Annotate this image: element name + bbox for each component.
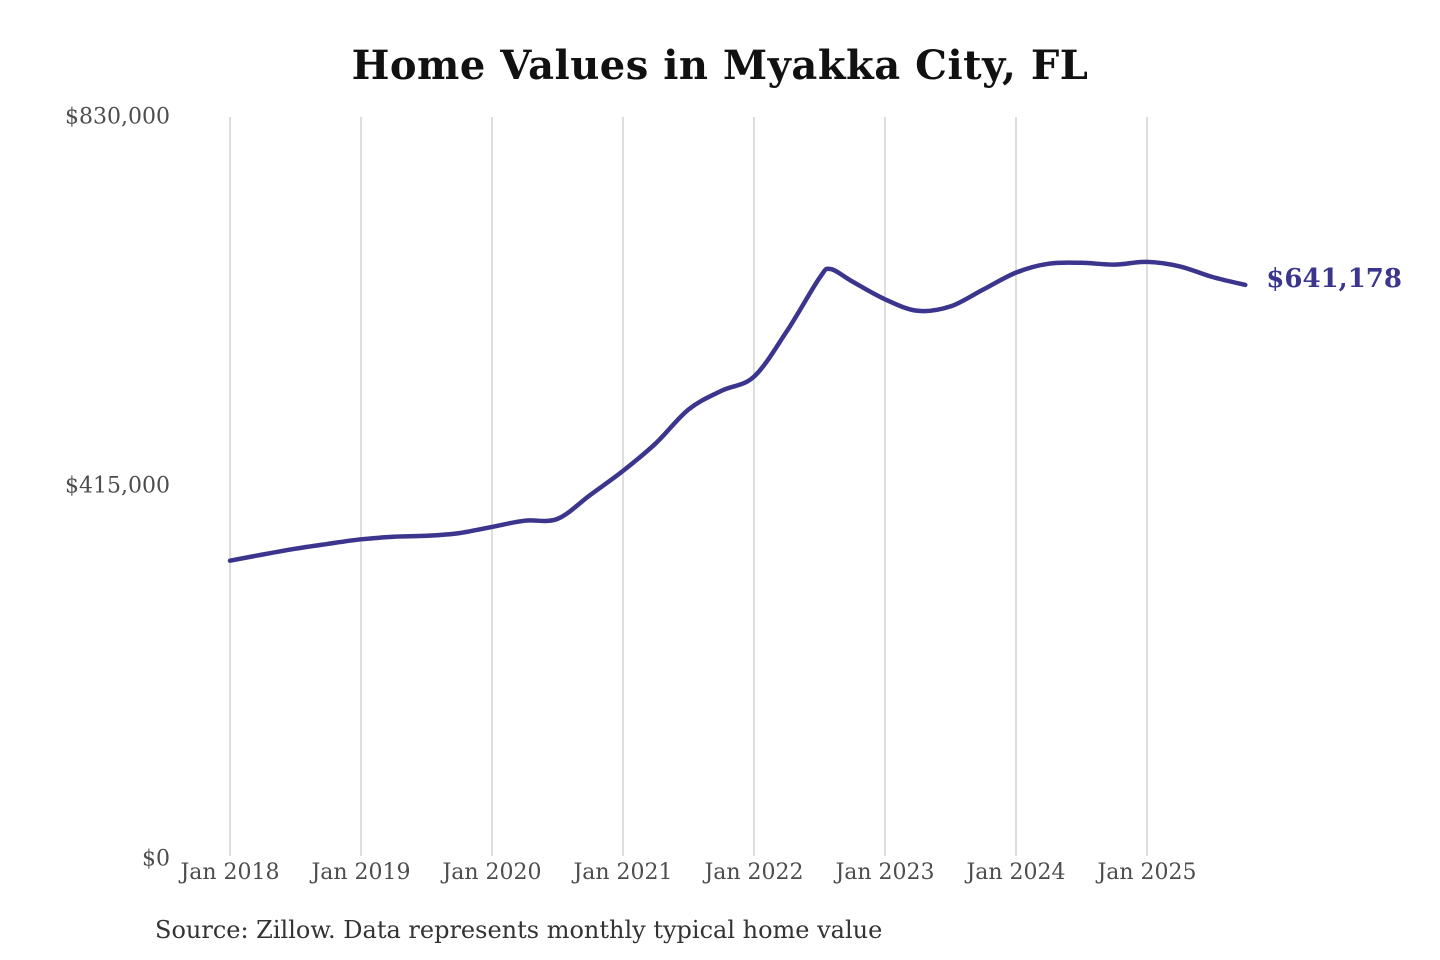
x-tick-label: Jan 2024	[966, 860, 1066, 885]
x-tick-label: Jan 2023	[835, 860, 935, 885]
x-tick-label: Jan 2018	[180, 860, 280, 885]
x-tick-label: Jan 2022	[704, 860, 804, 885]
x-tick-label: Jan 2025	[1097, 860, 1197, 885]
x-tick-label: Jan 2021	[573, 860, 673, 885]
y-tick-label: $830,000	[65, 104, 170, 130]
x-tick-label: Jan 2019	[311, 860, 411, 885]
home-value-line	[227, 259, 1248, 563]
source-note: Source: Zillow. Data represents monthly …	[155, 916, 883, 944]
y-tick-label: $0	[142, 846, 170, 872]
y-tick-label: $415,000	[65, 473, 170, 499]
chart-title: Home Values in Myakka City, FL	[351, 42, 1089, 89]
x-tick-label: Jan 2020	[442, 860, 542, 885]
latest-value-label: $641,178	[1266, 263, 1402, 294]
